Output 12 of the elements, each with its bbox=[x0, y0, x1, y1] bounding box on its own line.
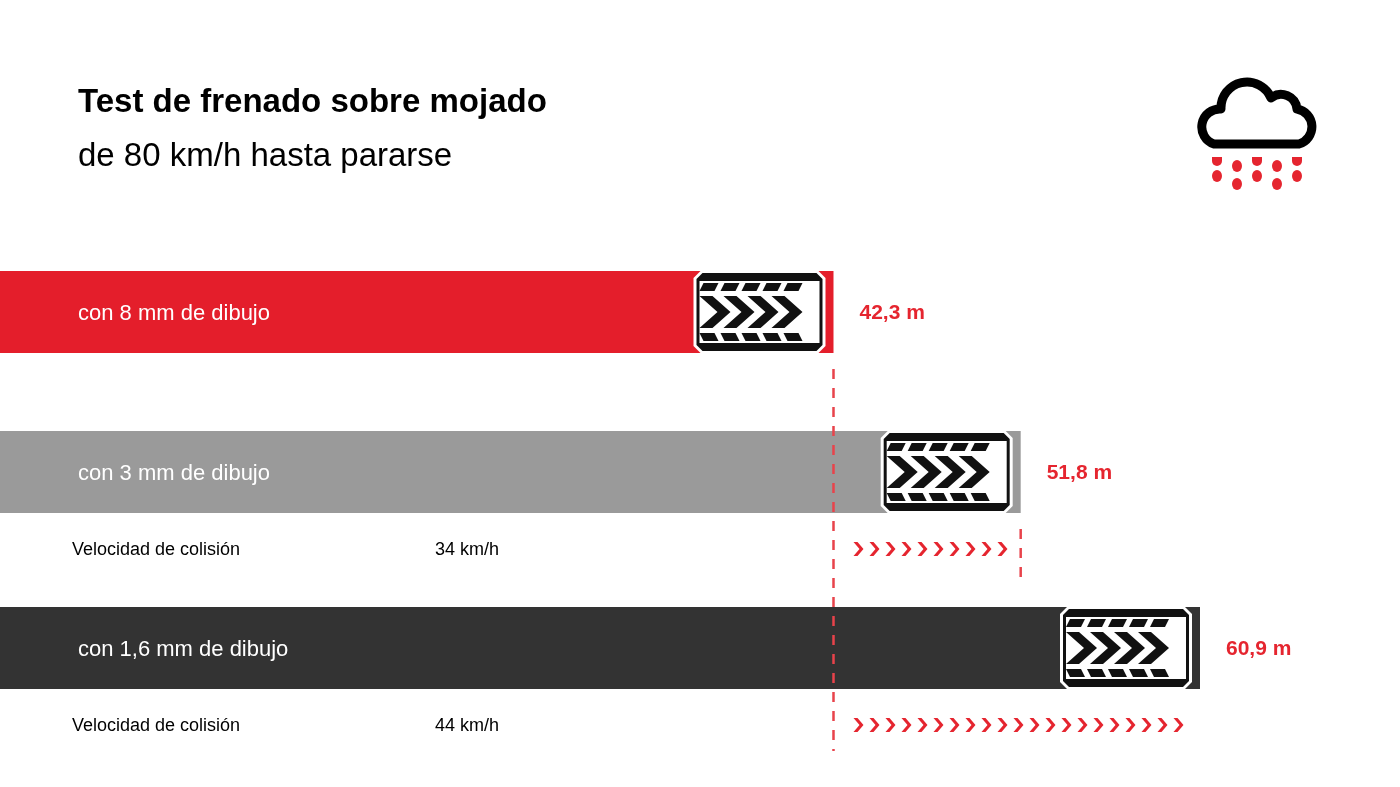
data-label: 60,9 m bbox=[1226, 636, 1292, 660]
chart-subtitle: de 80 km/h hasta pararse bbox=[78, 136, 453, 173]
annotation: Velocidad de colisión bbox=[72, 539, 241, 560]
annotation: 44 km/h bbox=[435, 715, 500, 736]
y-tick-label: con 8 mm de dibujo bbox=[78, 299, 270, 325]
data-label: 51,8 m bbox=[1046, 460, 1113, 484]
data-label: 42,3 m bbox=[859, 300, 925, 324]
annotation: Velocidad de colisión bbox=[72, 715, 241, 736]
chart-title: Test de frenado sobre mojado bbox=[78, 82, 547, 119]
y-tick-label: con 1,6 mm de dibujo bbox=[78, 635, 289, 661]
annotation: 34 km/h bbox=[435, 539, 500, 560]
y-tick-label: con 3 mm de dibujo bbox=[78, 459, 270, 485]
